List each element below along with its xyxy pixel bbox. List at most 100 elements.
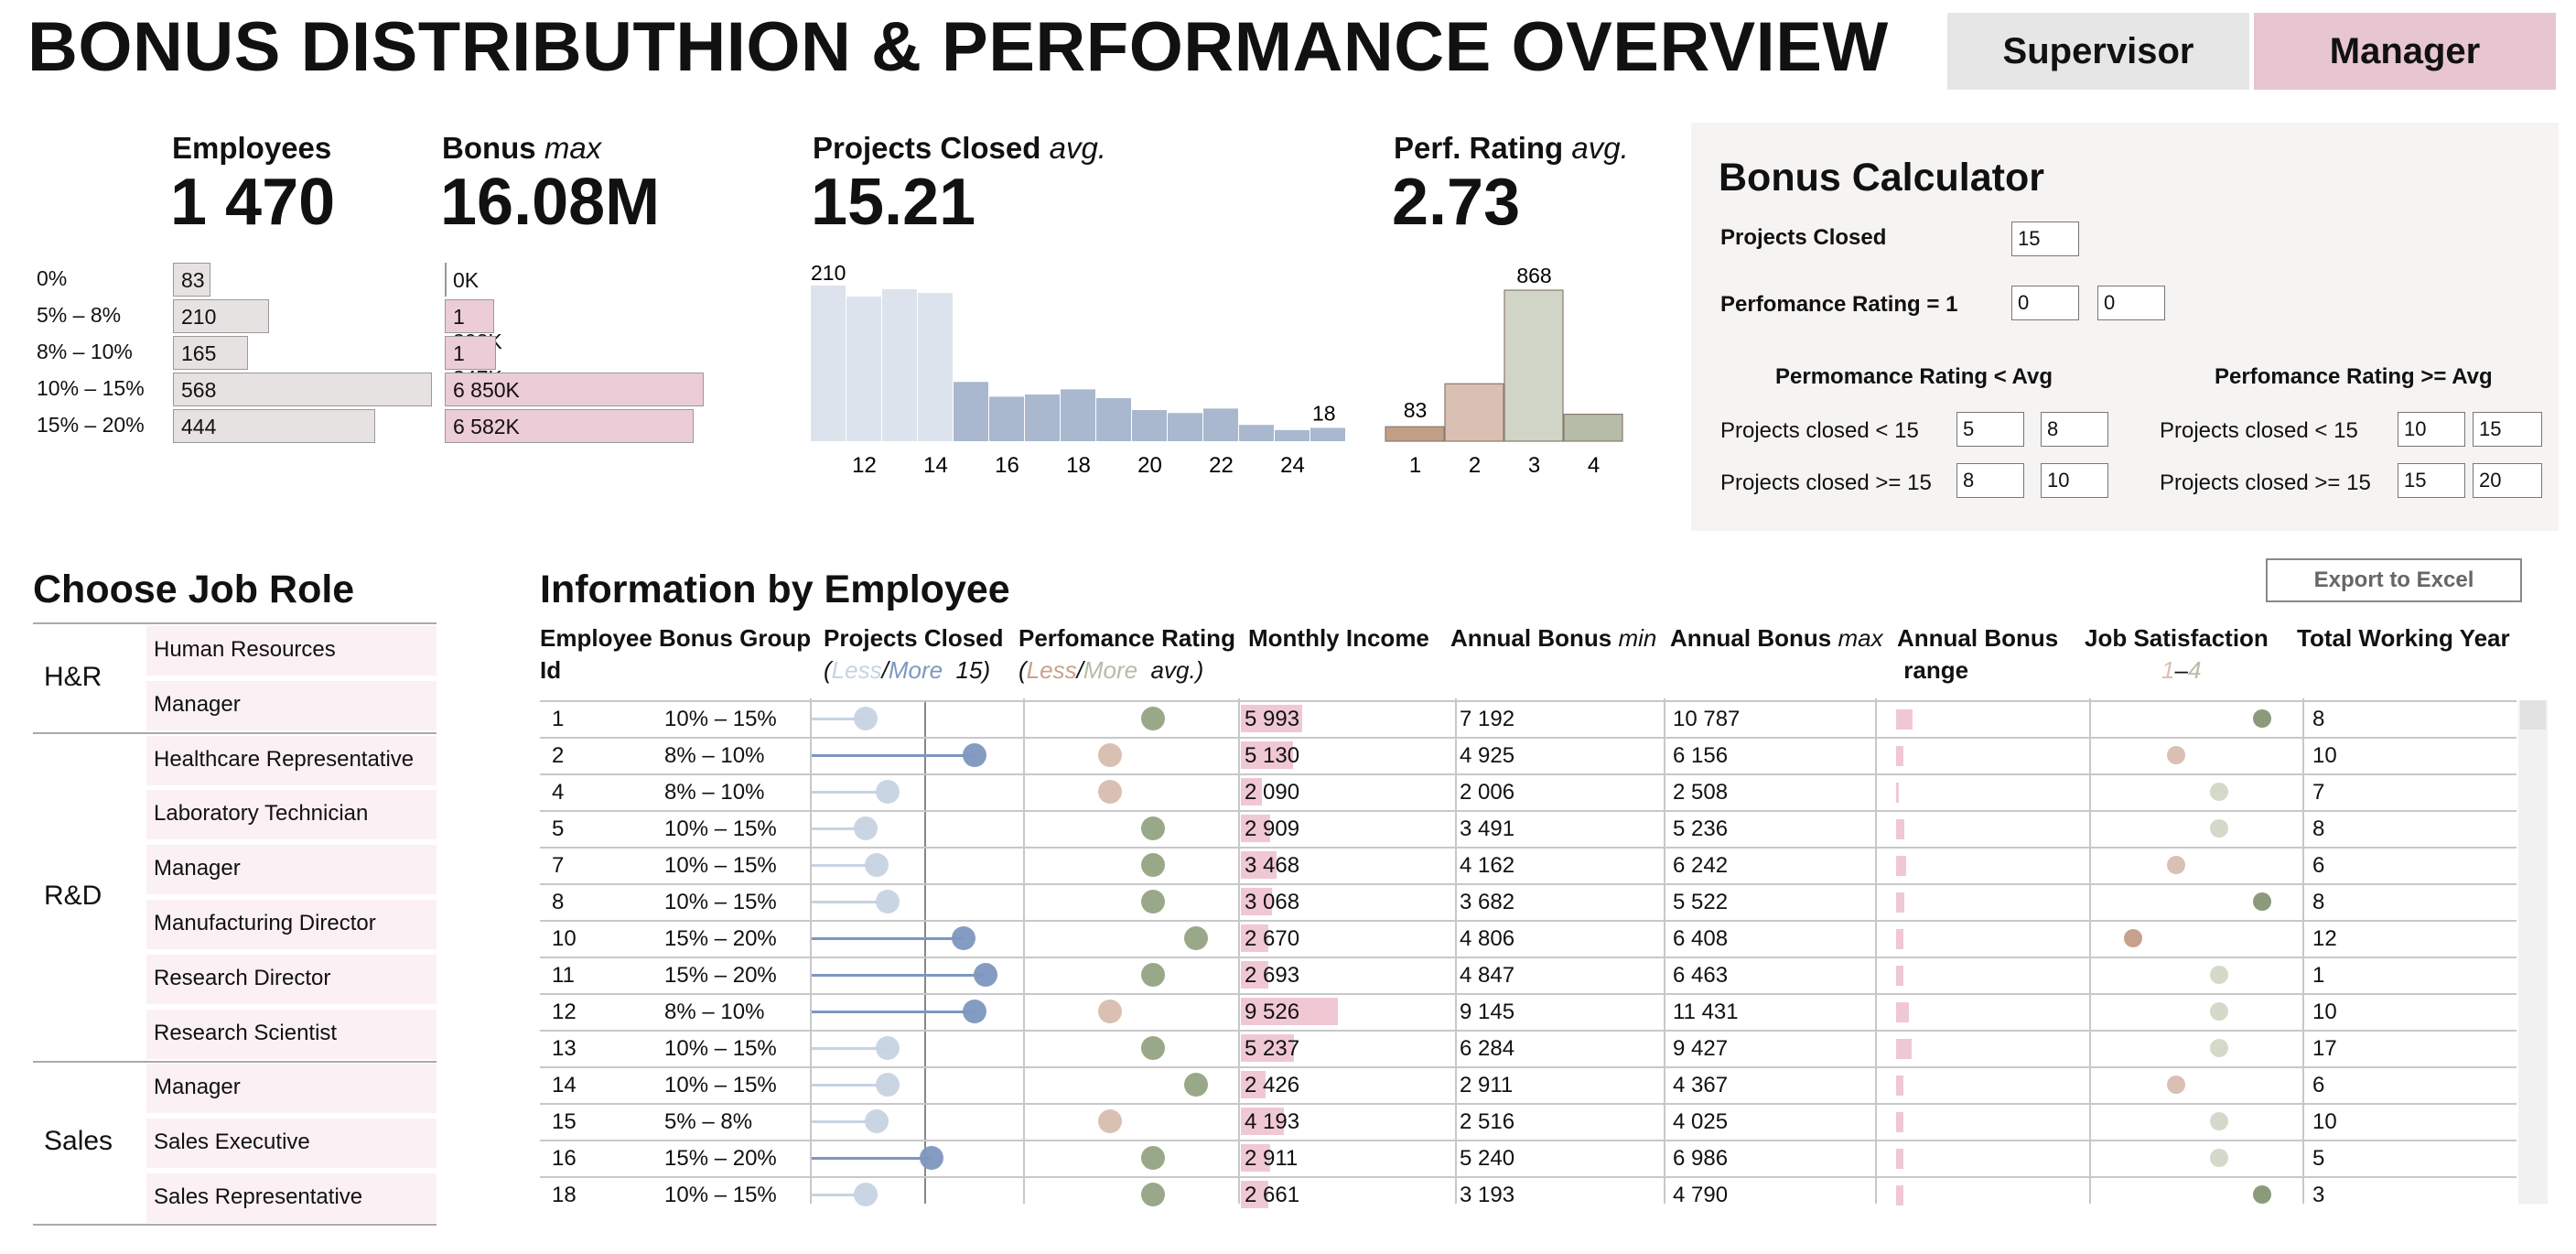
projects-stem	[812, 974, 986, 977]
tab-manager[interactable]: Manager	[2254, 13, 2556, 90]
bonus-group-label: 0%	[37, 266, 68, 290]
perf-rating-dot	[1098, 1109, 1122, 1133]
projects-bar	[1168, 413, 1202, 441]
income-bar	[1241, 961, 1268, 989]
projects-bar	[1025, 395, 1060, 441]
ge-r2a-input[interactable]: 15	[2398, 463, 2465, 498]
bonus-group-label: 15% – 20%	[37, 413, 145, 437]
column-divider	[1875, 698, 1877, 1204]
cell-bonus-max: 4 025	[1673, 1109, 1729, 1134]
role-hr-manager[interactable]: Manager	[146, 681, 437, 730]
role-sales-representative[interactable]: Sales Representative	[146, 1173, 437, 1223]
cell-employee-id: 18	[552, 1183, 577, 1207]
cell-monthly-income: 9 526	[1245, 1000, 1300, 1024]
job-satisfaction-dot	[2210, 783, 2228, 801]
column-divider	[2089, 698, 2091, 1204]
projects-dot	[865, 1109, 889, 1133]
perf-rating-dot	[1098, 1000, 1122, 1023]
perf-rating-dot	[1141, 1183, 1165, 1206]
ge-r1a-input[interactable]: 10	[2398, 412, 2465, 447]
projects-dot	[854, 816, 878, 840]
role-sales-executive[interactable]: Sales Executive	[146, 1119, 437, 1168]
projects-tick-label: 14	[923, 453, 948, 478]
perf-rating-input-1[interactable]: 0	[2011, 286, 2079, 320]
role-research-scientist[interactable]: Research Scientist	[146, 1010, 437, 1059]
less-r1b-input[interactable]: 8	[2041, 412, 2108, 447]
projects-closed-input[interactable]: 15	[2011, 222, 2079, 256]
role-research-director[interactable]: Research Director	[146, 955, 437, 1004]
header-bonus-group: Bonus Group	[659, 624, 812, 652]
cell-monthly-income: 2 090	[1245, 780, 1300, 805]
cell-bonus-max: 2 508	[1673, 780, 1729, 805]
cell-employee-id: 15	[552, 1109, 577, 1134]
perf-tick-label: 4	[1588, 453, 1600, 478]
ge-r2b-input[interactable]: 20	[2473, 463, 2542, 498]
tab-supervisor[interactable]: Supervisor	[1947, 13, 2249, 90]
header-projects-closed: Projects Closed (Less/More 15)	[824, 624, 1004, 684]
export-excel-button[interactable]: Export to Excel	[2266, 558, 2522, 602]
income-bar	[1241, 888, 1273, 915]
job-satisfaction-dot	[2210, 966, 2228, 984]
role-rd-manager[interactable]: Manager	[146, 845, 437, 894]
cell-bonus-max: 6 156	[1673, 743, 1729, 768]
employees-bar-value: 165	[181, 341, 217, 365]
role-manufacturing-director[interactable]: Manufacturing Director	[146, 900, 437, 949]
projects-stem	[812, 1157, 932, 1160]
ge-r1b-input[interactable]: 15	[2473, 412, 2542, 447]
bonus-range-bar	[1896, 1002, 1909, 1022]
table-row: 4 8% – 10% 2 090 2 006 2 508 7	[540, 773, 2517, 810]
role-sales-manager[interactable]: Manager	[146, 1064, 437, 1113]
bonus-range-bar	[1896, 783, 1899, 803]
projects-stem	[812, 1047, 889, 1050]
less-r2a-input[interactable]: 8	[1956, 463, 2024, 498]
role-laboratory-technician[interactable]: Laboratory Technician	[146, 790, 437, 839]
table-row: 1 10% – 15% 5 993 7 192 10 787 8	[540, 700, 2517, 737]
projects-bar	[1239, 425, 1274, 441]
table-scrollbar[interactable]	[2518, 700, 2548, 1204]
role-human-resources[interactable]: Human Resources	[146, 626, 437, 676]
bonus-range-bar	[1896, 892, 1904, 913]
bonus-calculator: Bonus Calculator Projects Closed 15 Perf…	[1691, 123, 2559, 531]
income-bar	[1241, 741, 1294, 769]
cell-monthly-income: 5 130	[1245, 743, 1300, 768]
bonus-range-bar	[1896, 1185, 1904, 1205]
cell-total-working-year: 6	[2312, 1073, 2325, 1097]
projects-closed-histogram: 210 18 12 14 16 18 20 22 24	[811, 261, 1345, 478]
employees-bar: 83	[173, 263, 211, 297]
cell-bonus-min: 4 925	[1460, 743, 1515, 768]
row-divider	[540, 1140, 2517, 1141]
projects-dot	[876, 890, 900, 913]
perf-rating-dot	[1184, 1073, 1208, 1097]
role-healthcare-representative[interactable]: Healthcare Representative	[146, 736, 437, 785]
bonus-group-label: 5% – 8%	[37, 303, 122, 327]
bonus-range-bar	[1896, 709, 1913, 730]
job-role-title: Choose Job Role	[33, 568, 355, 611]
cell-monthly-income: 2 670	[1245, 926, 1300, 951]
perf-tick-label: 2	[1469, 453, 1481, 478]
cell-monthly-income: 2 661	[1245, 1183, 1300, 1207]
cell-bonus-group: 10% – 15%	[664, 853, 777, 878]
income-bar	[1241, 1108, 1284, 1135]
projects-reference-line	[924, 700, 926, 1204]
cell-monthly-income: 5 993	[1245, 707, 1300, 731]
perf-rating-input-2[interactable]: 0	[2097, 286, 2165, 320]
perf-first-label: 83	[1404, 398, 1428, 422]
cell-bonus-max: 6 986	[1673, 1146, 1729, 1171]
employees-bar-value: 444	[181, 415, 217, 438]
kpi-perf-label: Perf. Rating avg.	[1394, 131, 1629, 165]
cell-monthly-income: 5 237	[1245, 1036, 1300, 1061]
projects-dot	[963, 743, 987, 767]
less-r1a-input[interactable]: 5	[1956, 412, 2024, 447]
cell-bonus-group: 8% – 10%	[664, 743, 765, 768]
cell-monthly-income: 4 193	[1245, 1109, 1300, 1134]
income-bar	[1241, 1181, 1268, 1208]
projects-stem	[812, 754, 975, 757]
perf-rating-dot	[1098, 780, 1122, 804]
cell-total-working-year: 12	[2312, 926, 2337, 951]
less-r2b-input[interactable]: 10	[2041, 463, 2108, 498]
projects-stem	[812, 1011, 975, 1013]
employees-bar: 165	[173, 336, 249, 370]
perf-rating-histogram: 1 2 3 4 83 868	[1385, 264, 1623, 478]
perf-tick-label: 1	[1409, 453, 1421, 478]
job-satisfaction-dot	[2167, 856, 2185, 874]
